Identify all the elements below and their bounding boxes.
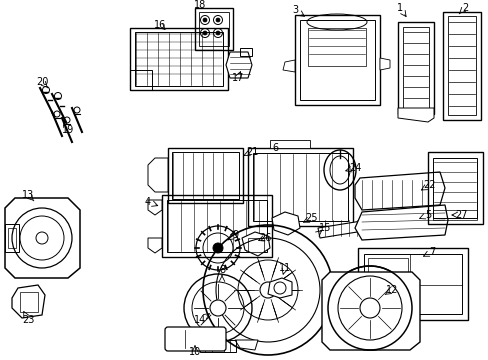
Bar [367,288,407,310]
Circle shape [203,18,206,22]
Bar [247,148,352,226]
Polygon shape [397,108,433,122]
FancyBboxPatch shape [164,327,225,351]
Bar [307,28,365,66]
Polygon shape [354,205,447,240]
Bar [432,158,476,218]
Polygon shape [225,52,251,78]
Polygon shape [148,238,162,253]
Bar [427,152,482,224]
Text: 4: 4 [144,197,151,207]
Bar [247,238,264,252]
Bar [432,210,476,220]
Bar [363,254,461,314]
Bar [294,15,379,105]
Text: 23: 23 [22,315,34,325]
Text: 18: 18 [193,0,206,10]
Circle shape [203,31,206,35]
Polygon shape [321,272,419,350]
Bar [367,258,407,282]
Bar [200,340,236,352]
Bar [402,27,428,109]
Bar [8,228,16,248]
Polygon shape [242,232,269,256]
Polygon shape [148,158,168,192]
Bar [240,48,251,56]
Text: 25: 25 [305,213,318,223]
Bar [162,195,271,257]
Text: 22: 22 [423,180,435,190]
Polygon shape [354,172,444,210]
Polygon shape [269,140,309,148]
Circle shape [260,282,275,298]
Text: 17: 17 [231,73,244,83]
Text: 14: 14 [193,315,206,325]
Bar [199,12,228,46]
Text: 10: 10 [188,347,201,357]
Text: 16: 16 [154,20,166,30]
Text: 27: 27 [455,210,468,220]
Text: 19: 19 [62,125,74,135]
Bar [168,148,243,203]
Polygon shape [271,212,299,235]
Text: 11: 11 [278,263,290,273]
Circle shape [216,18,220,22]
Bar [5,224,19,252]
Bar [135,32,223,86]
Text: 2: 2 [461,3,467,13]
Text: 5: 5 [424,210,430,220]
Bar [252,153,347,221]
Polygon shape [5,198,80,278]
Text: 21: 21 [245,147,258,157]
Text: 13: 13 [22,190,34,200]
Text: 9: 9 [231,230,238,240]
Bar [20,292,38,312]
Text: 26: 26 [258,233,271,243]
Bar [299,20,374,100]
Circle shape [213,243,223,253]
Polygon shape [235,340,258,350]
Bar [357,248,467,320]
Bar [442,12,480,120]
Text: 3: 3 [291,5,298,15]
Bar [130,28,227,90]
Polygon shape [317,218,381,238]
Bar [167,200,266,252]
Text: 20: 20 [36,77,48,87]
Bar [447,16,475,115]
Circle shape [209,300,225,316]
Bar [195,8,232,50]
Text: 12: 12 [385,285,397,295]
Text: 24: 24 [348,163,361,173]
Bar [130,70,152,90]
Polygon shape [267,278,291,298]
Text: 15: 15 [318,223,330,233]
Polygon shape [148,200,162,215]
Text: 8: 8 [219,265,224,275]
Bar [397,22,433,114]
Polygon shape [283,60,294,72]
Polygon shape [12,285,45,318]
Text: 7: 7 [428,247,434,257]
Circle shape [359,298,379,318]
Circle shape [216,31,220,35]
Bar [172,152,239,199]
Text: 6: 6 [271,143,278,153]
Circle shape [359,298,379,318]
Text: 1: 1 [396,3,402,13]
Polygon shape [379,58,389,70]
